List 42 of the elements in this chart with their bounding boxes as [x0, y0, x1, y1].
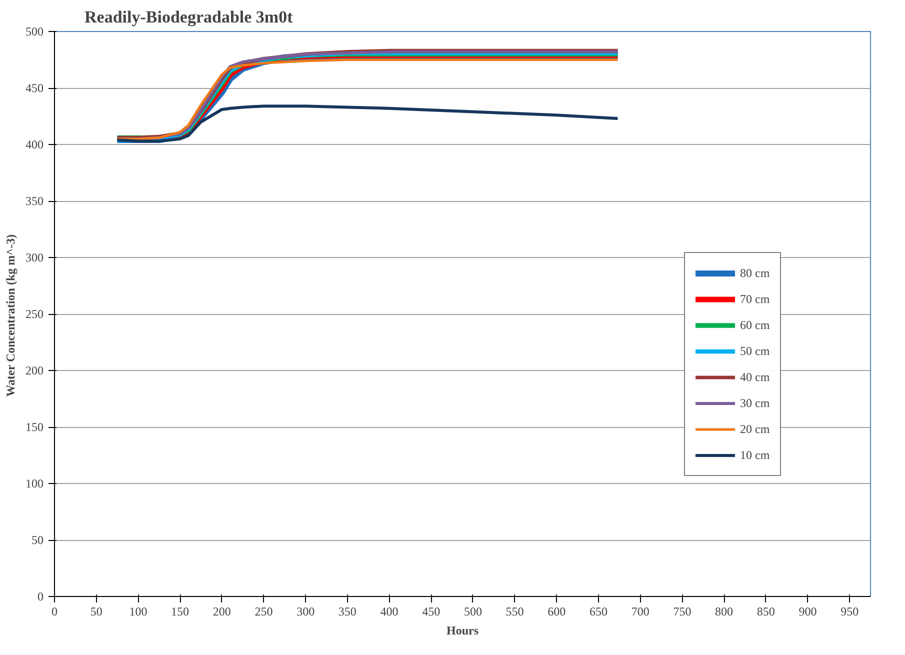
- x-tick-label: 550: [506, 604, 524, 618]
- x-tick-label: 750: [673, 604, 692, 618]
- legend-label: 10 cm: [740, 448, 770, 462]
- x-tick-label: 250: [254, 604, 273, 618]
- legend-label: 20 cm: [740, 422, 770, 436]
- y-tick-label: 400: [26, 138, 44, 152]
- y-tick-label: 150: [26, 420, 44, 434]
- x-tick-label: 850: [756, 604, 775, 618]
- legend-label: 40 cm: [740, 370, 770, 384]
- x-tick-label: 500: [464, 604, 482, 618]
- x-tick-label: 50: [90, 604, 102, 618]
- x-tick-label: 200: [212, 604, 231, 618]
- x-tick-label: 650: [590, 604, 608, 618]
- y-tick-label: 200: [26, 364, 44, 378]
- legend-label: 30 cm: [740, 396, 770, 410]
- x-tick-label: 600: [548, 604, 566, 618]
- x-tick-label: 800: [715, 604, 734, 618]
- y-tick-label: 450: [26, 81, 44, 95]
- x-tick-label: 700: [631, 604, 650, 618]
- x-tick-label: 300: [296, 604, 315, 618]
- x-tick-label: 150: [171, 604, 190, 618]
- legend-label: 60 cm: [740, 318, 770, 332]
- legend-label: 70 cm: [740, 292, 770, 306]
- x-tick-label: 450: [422, 604, 440, 618]
- x-tick-label: 350: [338, 604, 356, 618]
- x-axis-title: Hours: [446, 624, 479, 638]
- legend-label: 50 cm: [740, 344, 770, 358]
- x-tick-label: 900: [798, 604, 817, 618]
- y-tick-label: 100: [26, 476, 44, 490]
- x-tick-label: 0: [52, 604, 58, 618]
- y-axis-title: Water Concentration (kg m^-3): [4, 234, 18, 397]
- legend-label: 80 cm: [740, 266, 770, 280]
- y-tick-label: 350: [26, 194, 44, 208]
- y-tick-label: 50: [32, 533, 44, 547]
- chart-title: Readily-Biodegradable 3m0t: [84, 8, 294, 26]
- x-tick-label: 950: [840, 604, 859, 618]
- y-tick-label: 300: [26, 250, 44, 264]
- y-tick-label: 250: [26, 307, 44, 321]
- y-tick-label: 500: [26, 24, 44, 38]
- x-tick-label: 400: [380, 604, 398, 618]
- y-tick-label: 0: [38, 590, 44, 604]
- x-tick-label: 100: [129, 604, 148, 618]
